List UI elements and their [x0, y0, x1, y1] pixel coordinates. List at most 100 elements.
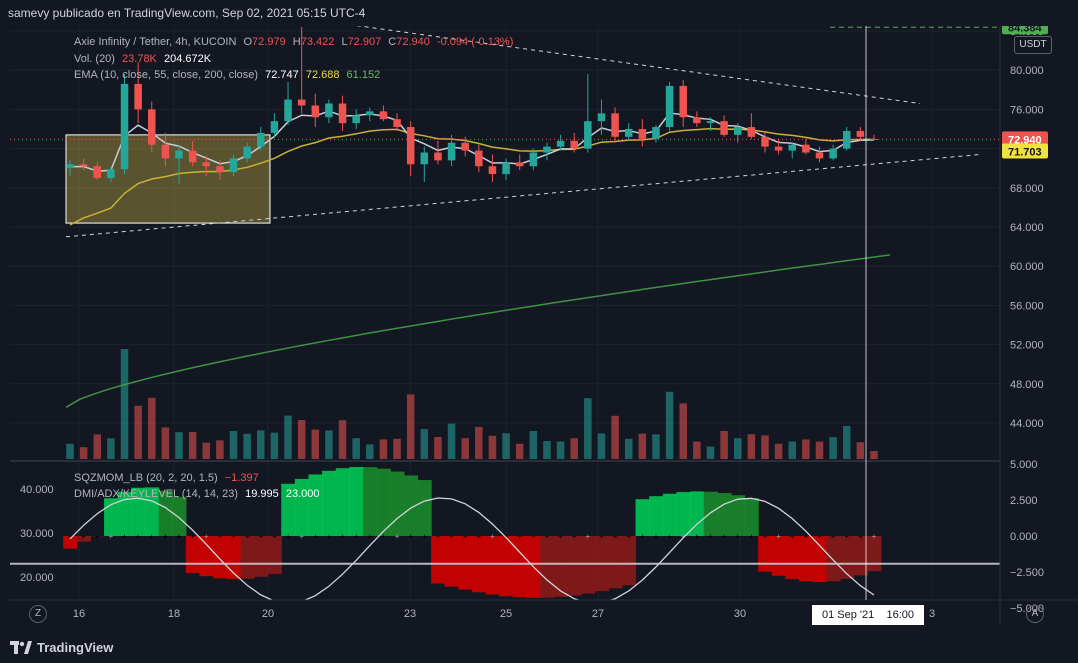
volume-bar	[79, 447, 88, 459]
price-tick-label: 48.000	[1010, 379, 1044, 391]
squeeze-dot: +	[831, 532, 836, 541]
volume-bar	[556, 441, 565, 459]
price-tick-label: 52.000	[1010, 340, 1044, 352]
volume-bar	[175, 432, 183, 459]
squeeze-dot: +	[422, 532, 427, 541]
squeeze-dot: +	[408, 532, 413, 541]
auto-scale-button[interactable]: A	[1026, 605, 1044, 623]
momentum-bar	[785, 536, 800, 580]
squeeze-dot: +	[504, 532, 509, 541]
volume-bar	[229, 431, 238, 459]
momentum-bar	[730, 495, 746, 536]
squeeze-dot: +	[340, 532, 345, 541]
price-badge-label: 84.384	[1008, 26, 1043, 34]
candle-body	[229, 158, 238, 173]
volume-bar	[461, 438, 469, 459]
momentum-bar	[635, 499, 650, 536]
momentum-bar	[826, 536, 841, 582]
momentum-bar	[703, 491, 718, 536]
squeeze-dot: +	[122, 532, 127, 541]
squeeze-dot: +	[681, 532, 686, 541]
squeeze-dot: +	[872, 532, 877, 541]
ema-200-line	[65, 254, 891, 408]
squeeze-dot: +	[327, 532, 332, 541]
volume-bar	[352, 438, 360, 459]
candle-body	[447, 142, 456, 161]
volume-bar	[665, 391, 674, 459]
momentum-bar	[744, 498, 759, 536]
candle-body	[597, 113, 606, 122]
momentum-bar	[512, 536, 528, 598]
legend-sqz-row: SQZMOM_LB (20, 2, 20, 1.5) −1.397 0.000	[74, 470, 293, 486]
momentum-bar	[553, 536, 568, 597]
candle-body	[134, 83, 142, 110]
squeeze-dot: +	[654, 532, 659, 541]
candle-body	[720, 121, 728, 135]
volume-bar	[597, 433, 606, 459]
candle-body	[747, 127, 756, 137]
legend-ema-row: EMA (10, close, 55, close, 200, close) 7…	[74, 67, 380, 83]
volume-bar	[202, 442, 211, 459]
time-tick-label: 23	[404, 608, 416, 620]
legend-symbol-row: Axie Infinity / Tether, 4h, KUCOIN O72.9…	[74, 34, 513, 50]
time-tick-label: 25	[500, 608, 512, 620]
momentum-bar	[417, 480, 432, 536]
volume-bar	[257, 430, 265, 459]
legend-ema-3: 61.152	[346, 69, 381, 81]
candle-body	[270, 121, 279, 133]
legend-open-label: O	[243, 36, 253, 48]
volume-bar	[379, 439, 388, 459]
volume-bar	[338, 420, 347, 459]
squeeze-dot: +	[517, 532, 522, 541]
momentum-bar	[226, 536, 241, 580]
volume-bar	[733, 438, 742, 459]
dmi-tick-label: 30.000	[20, 528, 54, 540]
currency-button[interactable]: USDT	[1014, 36, 1052, 54]
volume-bar	[475, 427, 483, 459]
momentum-bar	[771, 536, 787, 576]
momentum-bar	[390, 471, 405, 536]
squeeze-dot: +	[667, 532, 672, 541]
candle-body	[529, 152, 538, 167]
candle-body	[829, 148, 837, 159]
momentum-bar	[853, 536, 868, 576]
squeeze-dot: +	[476, 532, 481, 541]
price-badge-label: 72.940	[1008, 134, 1042, 146]
squeeze-dot: +	[109, 532, 114, 541]
candle-body	[311, 105, 320, 118]
volume-bar	[488, 435, 497, 459]
candle-body	[638, 129, 647, 139]
candle-body	[379, 111, 388, 120]
momentum-bar	[158, 490, 173, 536]
squeeze-dot: +	[381, 532, 386, 541]
legend-high: 73.422	[300, 36, 335, 48]
volume-bar	[706, 446, 715, 459]
candle-body	[393, 119, 401, 128]
momentum-bar	[117, 491, 132, 536]
chart-canvas[interactable]: + + + + + + + + + + + + + + + + + + + + + + + + + + + + + + + + + + + + + + + +…	[0, 26, 1078, 633]
volume-bar	[693, 441, 701, 459]
footer-bar: TradingView	[0, 633, 1078, 663]
zoom-button[interactable]: Z	[29, 605, 47, 623]
volume-bar	[543, 441, 551, 459]
legend-low-label: L	[341, 36, 348, 48]
candle-body	[338, 103, 347, 124]
candle-body	[488, 166, 497, 175]
legend-dmi-1: 19.995	[245, 488, 279, 500]
tradingview-logo[interactable]: TradingView	[10, 640, 113, 655]
volume-bar	[406, 394, 415, 459]
legend-dmi-label: DMI/ADX/KEYLEVEL (14, 14, 23)	[74, 488, 239, 500]
squeeze-dot: +	[367, 532, 372, 541]
momentum-bar	[485, 536, 500, 595]
candle-body	[815, 152, 824, 159]
candle-body	[611, 113, 619, 137]
volume-bar	[584, 398, 592, 459]
momentum-bar	[649, 496, 664, 536]
volume-bar	[815, 441, 824, 459]
legend-symbol: Axie Infinity / Tether, 4h, KUCOIN	[74, 36, 237, 48]
candle-body	[148, 109, 156, 145]
momentum-bar	[131, 487, 146, 536]
candle-body	[706, 121, 715, 124]
candle-body	[406, 127, 415, 165]
